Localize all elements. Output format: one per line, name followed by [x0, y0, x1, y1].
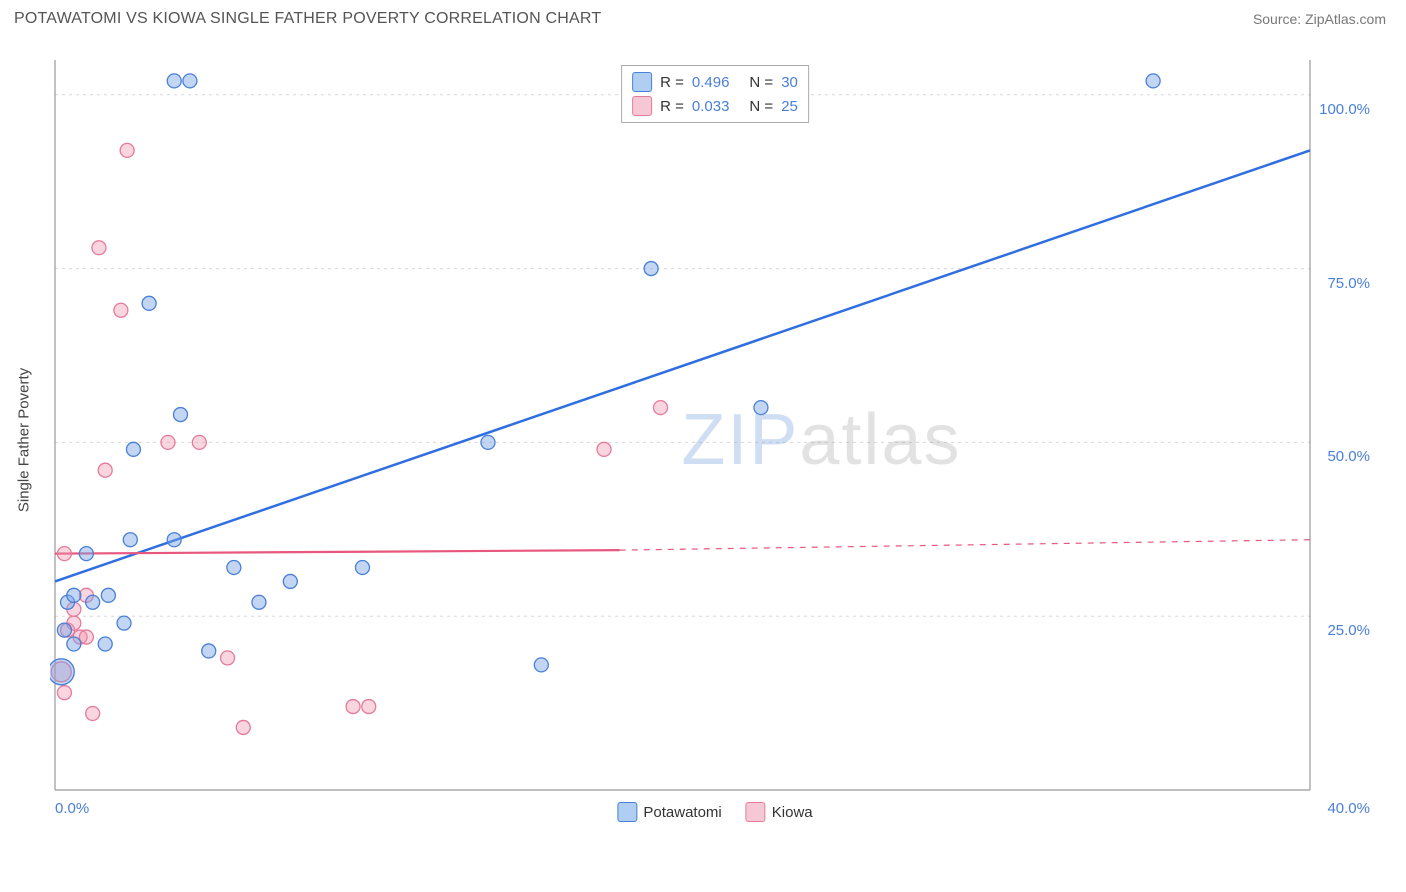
- y-tick-label: 100.0%: [1319, 101, 1370, 118]
- y-axis-label: Single Father Poverty: [16, 368, 33, 512]
- legend-stats-row: R = 0.496 N = 30: [632, 70, 798, 94]
- chart-title: POTAWATOMI VS KIOWA SINGLE FATHER POVERT…: [14, 10, 601, 28]
- legend-n-value: 25: [781, 98, 798, 115]
- legend-n-value: 30: [781, 74, 798, 91]
- legend-series-label: Kiowa: [772, 804, 813, 821]
- square-icon: [746, 802, 766, 822]
- legend-r-label: R =: [660, 98, 684, 115]
- source-label: Source: ZipAtlas.com: [1253, 11, 1386, 27]
- y-tick-label: 50.0%: [1327, 448, 1370, 465]
- y-tick-label: 75.0%: [1327, 275, 1370, 292]
- x-tick-label: 40.0%: [1327, 800, 1370, 817]
- legend-stats: R = 0.496 N = 30 R = 0.033 N = 25: [621, 65, 809, 123]
- legend-r-value: 0.033: [692, 98, 730, 115]
- legend-n-label: N =: [749, 98, 773, 115]
- legend-series: Potawatomi Kiowa: [617, 802, 812, 822]
- legend-n-label: N =: [749, 74, 773, 91]
- legend-series-label: Potawatomi: [643, 804, 721, 821]
- square-icon: [617, 802, 637, 822]
- legend-item: Potawatomi: [617, 802, 721, 822]
- square-icon: [632, 72, 652, 92]
- legend-stats-row: R = 0.033 N = 25: [632, 94, 798, 118]
- scatter-plot: [50, 60, 1380, 820]
- square-icon: [632, 96, 652, 116]
- x-tick-label: 0.0%: [55, 800, 89, 817]
- y-tick-label: 25.0%: [1327, 622, 1370, 639]
- legend-item: Kiowa: [746, 802, 813, 822]
- legend-r-label: R =: [660, 74, 684, 91]
- legend-r-value: 0.496: [692, 74, 730, 91]
- chart-area: Single Father Poverty ZIPatlas R = 0.496…: [50, 60, 1380, 820]
